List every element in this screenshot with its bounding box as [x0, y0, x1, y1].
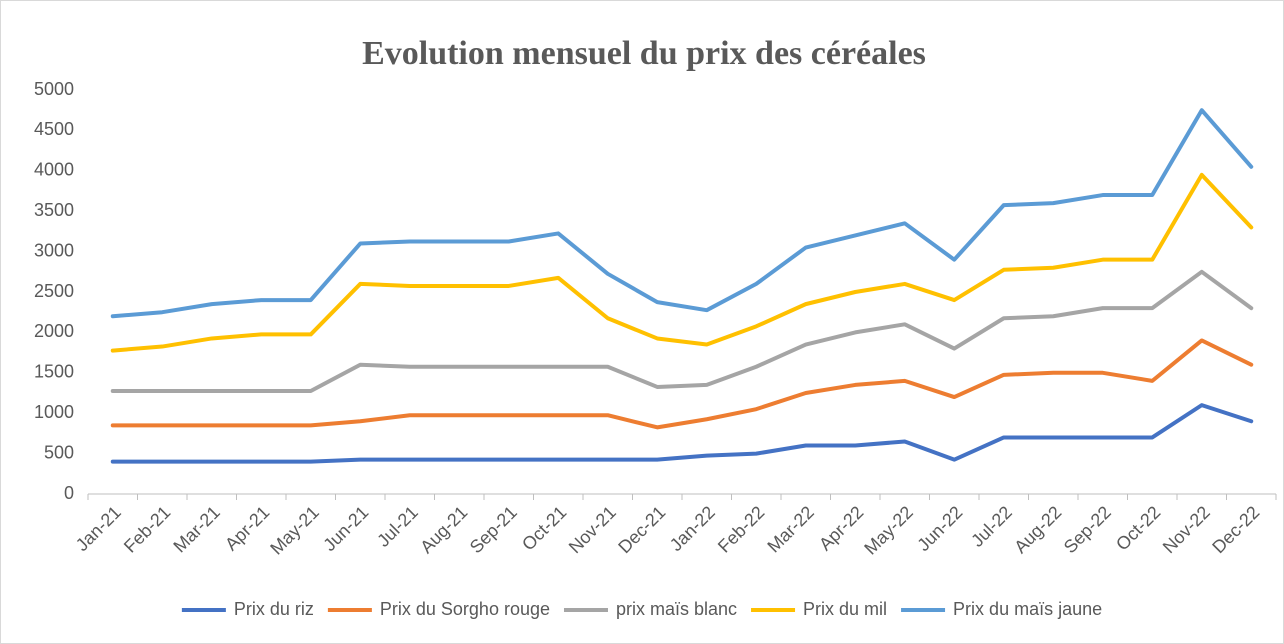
series-line: [110, 338, 1254, 430]
y-tick-label: 2500: [34, 281, 74, 301]
y-tick-label: 3500: [34, 200, 74, 220]
legend-label: Prix du maïs jaune: [953, 599, 1102, 619]
y-tick-label: 1000: [34, 402, 74, 422]
series-line: [110, 172, 1254, 353]
series-line: [110, 108, 1254, 319]
legend-label: Prix du Sorgho rouge: [380, 599, 550, 619]
series-line: [110, 403, 1254, 464]
legend-label: Prix du mil: [803, 599, 887, 619]
y-tick-label: 0: [64, 483, 74, 503]
y-tick-label: 5000: [34, 79, 74, 99]
y-tick-label: 4000: [34, 160, 74, 180]
y-tick-label: 3000: [34, 240, 74, 260]
series-line: [110, 269, 1254, 393]
y-tick-label: 1500: [34, 362, 74, 382]
legend-label: prix maïs blanc: [616, 599, 737, 619]
legend: Prix du riz Prix du Sorgho rouge prix maïs…: [181, 599, 1102, 619]
chart-title: Evolution mensuel du prix des céréales: [362, 35, 926, 72]
y-tick-label: 500: [44, 442, 74, 462]
y-tick-label: 2000: [34, 321, 74, 341]
legend-label: Prix du riz: [234, 599, 314, 619]
y-tick-label: 4500: [34, 119, 74, 139]
